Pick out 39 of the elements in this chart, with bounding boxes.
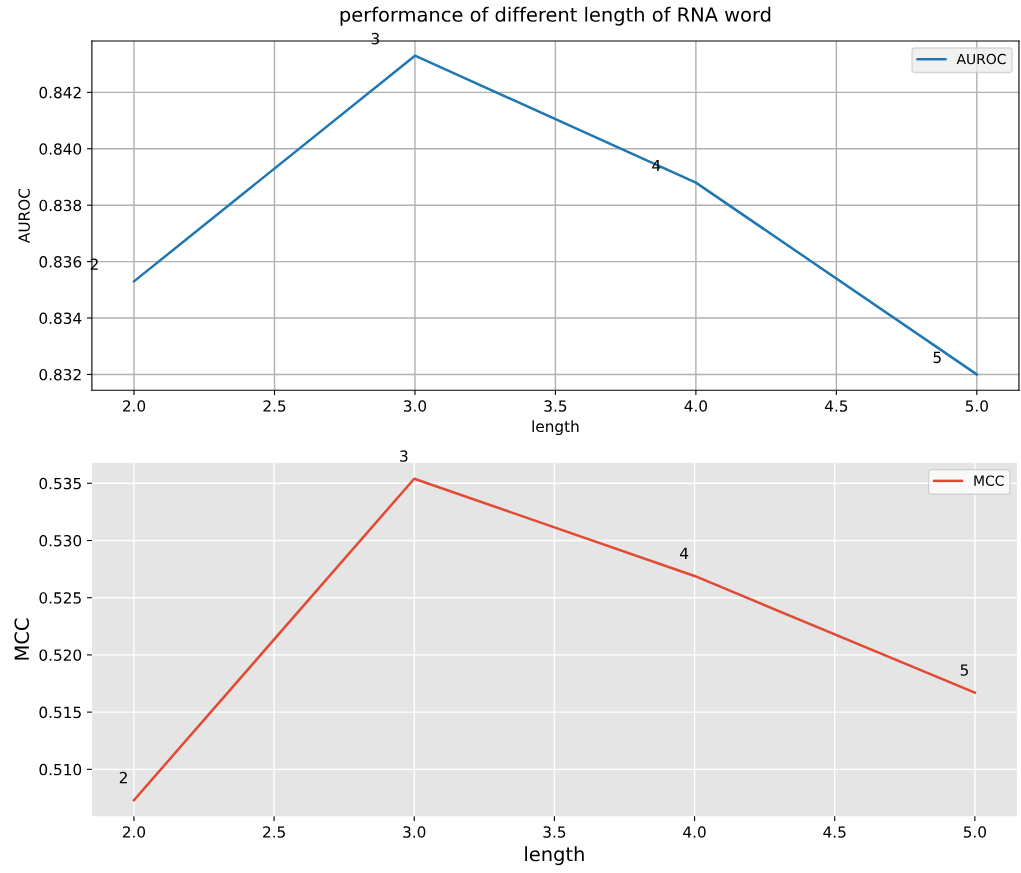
y-tick-label: 0.535 [39, 477, 81, 490]
x-tick-label: 4.0 [684, 400, 708, 412]
chart-title: performance of different length of RNA word [340, 6, 771, 26]
y-axis-title: AUROC [18, 188, 30, 243]
x-tick-label: 2.5 [263, 826, 285, 838]
x-tick-label: 4.5 [824, 400, 848, 412]
x-tick-label: 5.0 [963, 826, 986, 838]
annotation: 5 [933, 351, 941, 364]
y-tick-label: 0.520 [39, 649, 82, 661]
x-axis-title: length [525, 846, 584, 866]
annotation: 3 [371, 32, 380, 45]
x-tick-label: 3.5 [543, 826, 566, 838]
y-tick-label: 0.838 [39, 199, 82, 212]
y-tick-label: 0.530 [39, 534, 82, 547]
x-tick-label: 5.0 [965, 400, 988, 412]
y-tick-label: 0.832 [39, 368, 81, 381]
y-tick-label: 0.840 [39, 143, 82, 155]
legend-label: AUROC [956, 53, 1006, 65]
legend-label: MCC [974, 475, 1004, 486]
annotation: 5 [960, 664, 968, 676]
y-tick-label: 0.510 [39, 763, 82, 776]
x-tick-label: 3.0 [403, 826, 426, 838]
y-axis-title: MCC [14, 618, 30, 660]
x-tick-label: 4.0 [683, 826, 706, 838]
y-tick-label: 0.515 [39, 706, 81, 719]
x-tick-label: 3.0 [403, 400, 427, 412]
x-axis-title: length [532, 420, 579, 436]
x-tick-label: 4.5 [823, 826, 846, 838]
annotation: 4 [680, 547, 689, 559]
y-tick-label: 0.525 [39, 592, 81, 604]
x-tick-label: 2.5 [263, 400, 286, 412]
y-tick-label: 0.834 [39, 312, 82, 325]
x-tick-label: 2.0 [123, 400, 146, 412]
y-tick-label: 0.842 [39, 86, 81, 99]
x-tick-label: 3.5 [544, 400, 567, 412]
x-tick-label: 2.0 [122, 826, 146, 838]
annotation: 2 [119, 771, 127, 784]
y-tick-label: 0.836 [39, 256, 82, 268]
annotation: 3 [400, 450, 408, 462]
